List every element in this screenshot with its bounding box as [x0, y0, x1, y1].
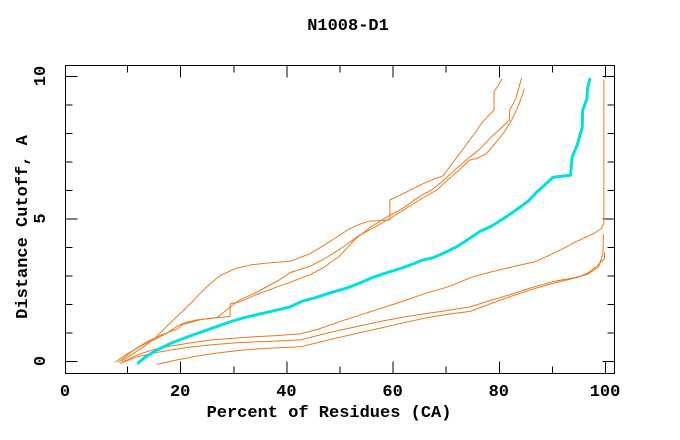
y-tick-label: 0 [32, 356, 51, 366]
series-model-1 [114, 77, 523, 363]
x-axis-label: Percent of Residues (CA) [207, 404, 452, 423]
series-model-3 [121, 78, 503, 362]
series-model-6 [156, 252, 605, 365]
x-tick-label: 40 [276, 383, 296, 402]
y-tick-label: 5 [32, 213, 51, 223]
chart-title: N1008-D1 [307, 17, 389, 36]
x-tick-label: 20 [170, 383, 190, 402]
y-axis-label: Distance Cutoff, A [14, 134, 33, 318]
x-tick-label: 0 [60, 383, 70, 402]
axes [65, 65, 615, 374]
series-model-4 [119, 79, 605, 364]
x-tick-label: 80 [489, 383, 509, 402]
series-group [114, 77, 605, 366]
y-tick-label: 10 [32, 66, 51, 86]
plot-frame [65, 65, 615, 374]
series-highlighted-model [136, 77, 592, 366]
series-model-2 [117, 88, 525, 363]
series-model-5 [120, 234, 604, 364]
x-tick-label: 100 [590, 383, 621, 402]
x-tick-label: 60 [382, 383, 402, 402]
